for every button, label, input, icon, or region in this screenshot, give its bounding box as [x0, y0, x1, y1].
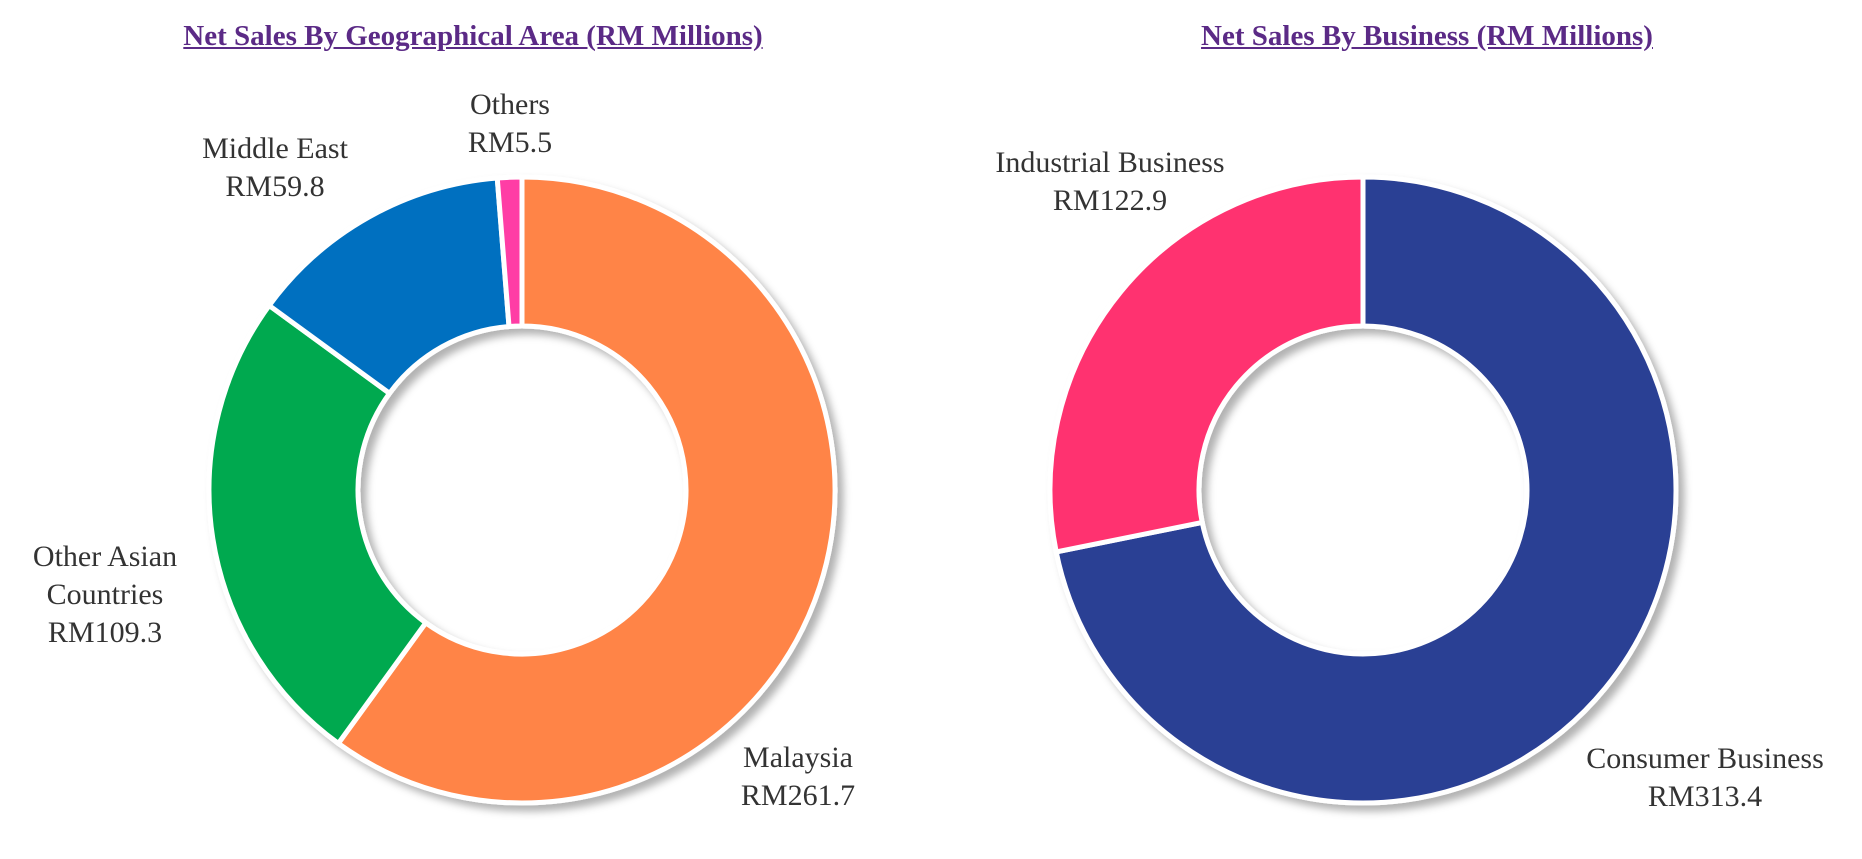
- donut-slice: [265, 175, 512, 397]
- donut: [206, 174, 838, 806]
- chart-title: Net Sales By Business (RM Millions): [1201, 20, 1653, 52]
- value-label: RM109.3: [47, 616, 163, 649]
- donut-slice: [1053, 174, 1679, 806]
- value-label: RM313.4: [1647, 780, 1763, 813]
- donut-slice: [334, 174, 838, 806]
- value-label: RM122.9: [1052, 184, 1168, 217]
- donut-slice: [494, 174, 525, 330]
- value-label: RM5.5: [467, 126, 553, 159]
- value-label: RM261.7: [740, 779, 856, 812]
- category-label: Others: [470, 88, 550, 121]
- category-label: Other Asian Countries: [32, 540, 178, 611]
- category-label: Industrial Business: [995, 146, 1225, 179]
- slice-label: Malaysia RM261.7: [741, 739, 855, 815]
- slice-label: Other Asian Countries RM109.3: [5, 538, 205, 652]
- category-label: Consumer Business: [1586, 742, 1824, 775]
- donut-slice: [206, 302, 430, 747]
- category-label: Malaysia: [743, 741, 853, 774]
- donut: [1047, 174, 1679, 806]
- slice-label: Others RM5.5: [468, 86, 552, 162]
- slice-label: Industrial Business RM122.9: [995, 144, 1224, 220]
- slice-label: Middle East RM59.8: [202, 130, 348, 206]
- donut-slice: [1047, 174, 1366, 555]
- slice-label: Consumer Business RM313.4: [1586, 740, 1824, 816]
- category-label: Middle East: [202, 132, 348, 165]
- chart-title: Net Sales By Geographical Area (RM Milli…: [183, 20, 763, 52]
- value-label: RM59.8: [225, 170, 325, 203]
